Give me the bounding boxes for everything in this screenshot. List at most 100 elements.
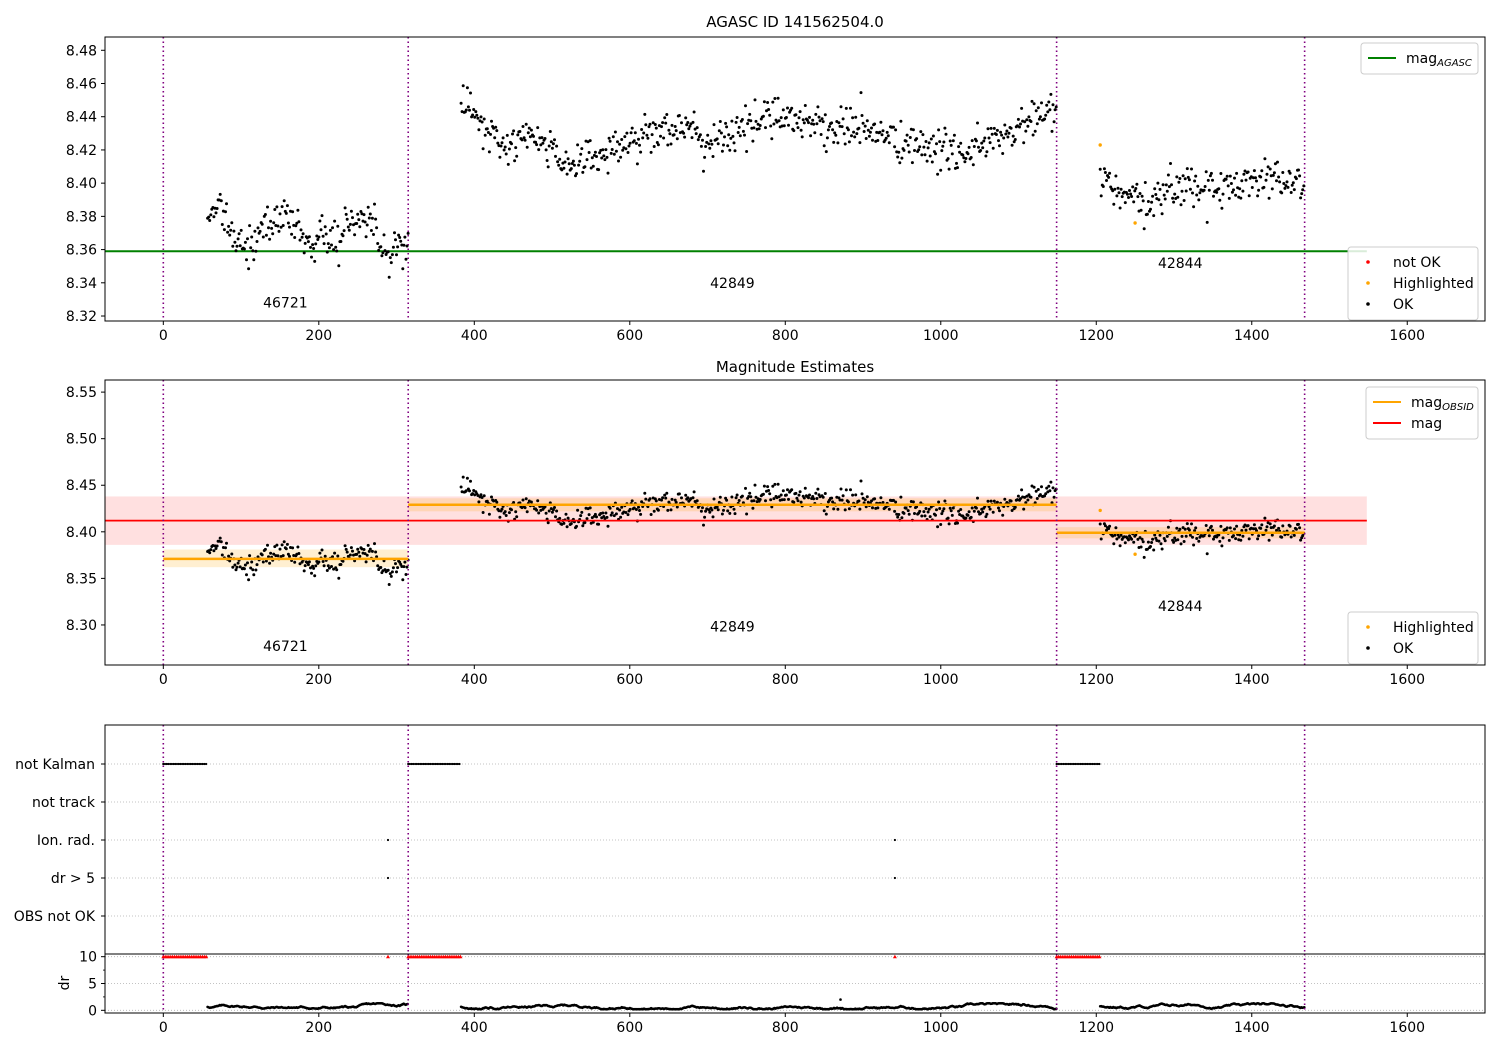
- ok-point: [1256, 537, 1260, 541]
- ok-point: [1003, 497, 1007, 501]
- ok-point: [1142, 227, 1146, 231]
- y-tick-label: 8.30: [66, 618, 97, 634]
- ok-point: [892, 498, 895, 502]
- ok-point: [245, 573, 248, 577]
- ok-point: [1107, 175, 1111, 179]
- ok-point: [899, 119, 903, 123]
- ok-point: [1288, 171, 1292, 175]
- ok-point: [1265, 525, 1269, 529]
- ok-point: [692, 110, 696, 114]
- ok-point: [476, 116, 480, 120]
- ok-point: [865, 495, 869, 499]
- ok-point: [1218, 198, 1222, 202]
- ok-point: [266, 205, 269, 209]
- ok-point: [764, 126, 767, 130]
- ok-point: [706, 133, 710, 137]
- ok-point: [664, 496, 668, 500]
- ok-point: [939, 168, 943, 172]
- ok-point: [758, 124, 762, 127]
- ok-point: [1226, 184, 1230, 188]
- ok-point: [1288, 524, 1292, 528]
- ok-point: [840, 498, 844, 502]
- ok-point: [475, 113, 479, 117]
- ok-point: [1268, 522, 1272, 526]
- ok-point: [710, 142, 714, 146]
- ok-point: [947, 167, 951, 171]
- ok-point: [893, 509, 897, 513]
- ok-point: [233, 240, 237, 244]
- ok-point: [865, 119, 869, 123]
- ok-point: [698, 133, 702, 137]
- ok-point: [459, 101, 463, 105]
- ok-point: [560, 168, 564, 172]
- flag-point: [198, 762, 201, 766]
- ok-point: [911, 128, 915, 132]
- ok-point: [373, 202, 376, 206]
- ok-point: [1302, 184, 1306, 188]
- ok-point: [777, 119, 781, 123]
- ok-point: [687, 127, 691, 131]
- y-tick-label: 8.34: [66, 276, 97, 292]
- ok-point: [944, 132, 948, 136]
- x-tick-label: 1200: [1078, 672, 1114, 688]
- flag-point: [436, 762, 439, 766]
- ok-point: [1051, 103, 1055, 107]
- x-tick-label: 400: [461, 328, 488, 344]
- ok-point: [1240, 179, 1244, 183]
- ok-point: [776, 482, 780, 486]
- ok-point: [1098, 167, 1102, 171]
- ok-point: [673, 498, 677, 502]
- flag-point: [1084, 762, 1087, 766]
- ok-point: [787, 123, 790, 127]
- ok-point: [1259, 175, 1263, 179]
- ok-point: [479, 115, 483, 119]
- ok-point: [1115, 537, 1119, 541]
- ok-point: [1016, 494, 1020, 498]
- ok-point: [1128, 189, 1131, 192]
- legend-label: mag: [1411, 416, 1442, 432]
- legend-label: Highlighted: [1393, 620, 1474, 636]
- ok-point: [902, 148, 906, 152]
- ok-point: [1125, 192, 1129, 196]
- ok-point: [507, 511, 511, 515]
- flag-point: [415, 762, 418, 766]
- ok-point: [518, 130, 522, 133]
- ok-point: [395, 253, 398, 257]
- ok-point: [620, 138, 624, 141]
- ok-point: [969, 515, 973, 519]
- ok-point: [969, 156, 973, 159]
- ok-point: [550, 510, 554, 514]
- ok-point: [1246, 170, 1250, 174]
- ok-point: [317, 560, 321, 564]
- ok-point: [228, 233, 232, 237]
- ok-point: [1114, 526, 1118, 530]
- ok-point: [395, 570, 398, 574]
- ok-point: [722, 508, 725, 512]
- flag-point: [424, 762, 427, 766]
- ok-point: [504, 514, 508, 517]
- ok-point: [279, 225, 283, 229]
- ok-point: [576, 143, 580, 147]
- ok-point: [1176, 538, 1180, 542]
- ok-point: [608, 139, 612, 143]
- ok-point: [248, 224, 252, 228]
- ok-point: [769, 124, 773, 128]
- ok-point: [273, 545, 277, 549]
- ok-point: [935, 142, 938, 146]
- ok-point: [699, 144, 703, 148]
- ok-point: [611, 135, 615, 139]
- ok-point: [336, 224, 340, 228]
- ok-point: [500, 507, 504, 511]
- ok-point: [730, 495, 734, 499]
- ok-point: [644, 123, 648, 127]
- ok-point: [943, 499, 947, 503]
- ok-point: [821, 495, 825, 499]
- ok-point: [976, 121, 979, 125]
- flag-point: [165, 762, 168, 766]
- ok-point: [930, 160, 934, 164]
- ok-point: [744, 104, 747, 108]
- ok-point: [683, 135, 687, 139]
- ok-point: [526, 131, 530, 135]
- x-tick-label: 600: [616, 1020, 643, 1036]
- ok-point: [986, 127, 990, 131]
